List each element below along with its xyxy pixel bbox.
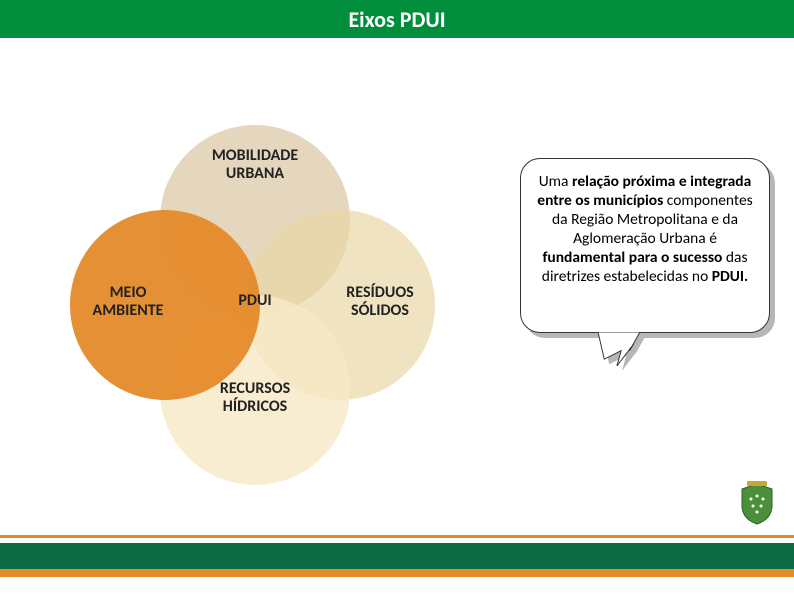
venn-diagram: MOBILIDADEURBANA RESÍDUOSSÓLIDOS RECURSOSH…	[40, 130, 470, 480]
venn-label-mobilidade: MOBILIDADEURBANA	[175, 147, 335, 183]
bubble-body: Uma relação próxima e integrada entre os…	[520, 158, 770, 333]
crest-crown	[747, 481, 767, 486]
bubble-tail	[598, 332, 640, 366]
footer-bands	[0, 535, 794, 577]
crest-shield	[742, 484, 772, 524]
slide-title: Eixos PDUI	[348, 6, 445, 33]
venn-label-residuos: RESÍDUOSSÓLIDOS	[310, 284, 450, 320]
venn-label-meio: MEIOAMBIENTE	[63, 284, 193, 320]
venn-label-center: PDUI	[210, 292, 300, 310]
crest-icon	[738, 481, 776, 525]
footer-band-2	[0, 543, 794, 569]
title-bar: Eixos PDUI	[0, 0, 794, 38]
venn-label-recursos: RECURSOSHÍDRICOS	[175, 380, 335, 416]
speech-bubble: Uma relação próxima e integrada entre os…	[520, 158, 770, 333]
bubble-text: Uma relação próxima e integrada entre os…	[535, 173, 755, 286]
footer-band-3	[0, 569, 794, 577]
